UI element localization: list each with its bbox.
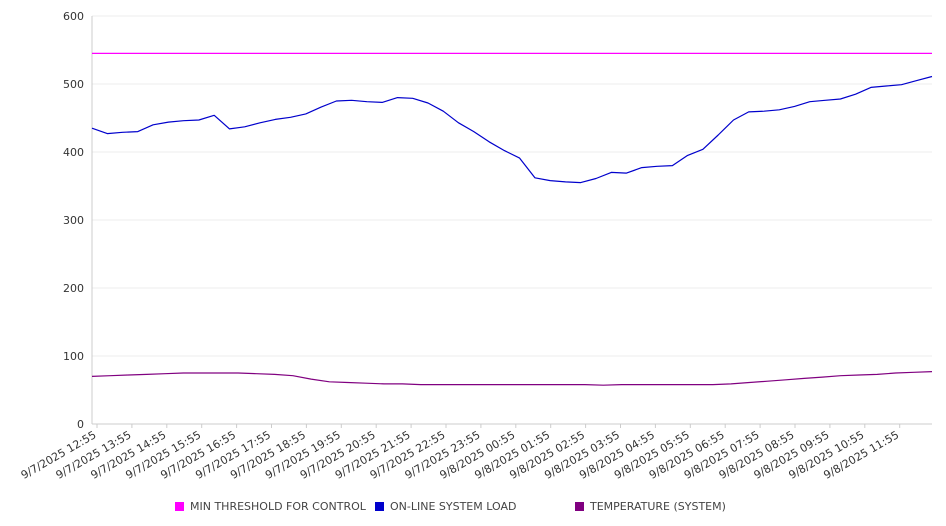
series-line-system-load bbox=[91, 75, 933, 184]
legend-item-threshold[interactable]: MIN THRESHOLD FOR CONTROL bbox=[175, 499, 366, 513]
legend-label-system-load: ON-LINE SYSTEM LOAD bbox=[390, 499, 517, 513]
series-line-temperature bbox=[91, 371, 933, 386]
y-tick-label: 400 bbox=[63, 146, 84, 159]
legend-swatch-system-load bbox=[375, 501, 384, 511]
y-tick-label: 500 bbox=[63, 78, 84, 91]
legend-swatch-temperature bbox=[575, 501, 584, 511]
y-tick-label: 600 bbox=[63, 10, 84, 23]
legend-item-temperature[interactable]: TEMPERATURE (SYSTEM) bbox=[575, 499, 726, 513]
y-tick-label: 100 bbox=[63, 350, 84, 363]
y-tick-label: 200 bbox=[63, 282, 84, 295]
legend-item-system-load[interactable]: ON-LINE SYSTEM LOAD bbox=[375, 499, 516, 513]
y-tick-label: 300 bbox=[63, 214, 84, 227]
legend-swatch-threshold bbox=[175, 501, 184, 511]
legend-label-temperature: TEMPERATURE (SYSTEM) bbox=[590, 499, 726, 513]
y-tick-label: 0 bbox=[77, 418, 84, 431]
legend-label-threshold: MIN THRESHOLD FOR CONTROL bbox=[190, 499, 366, 513]
